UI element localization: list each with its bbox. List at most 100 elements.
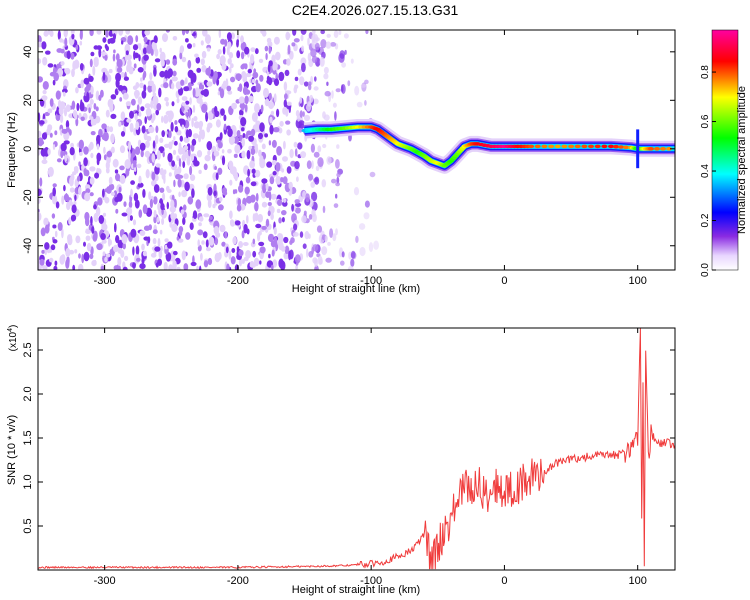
noise-blob [233, 153, 238, 158]
noise-blob [300, 151, 307, 159]
noise-blob [116, 192, 123, 202]
track-peak [601, 144, 608, 149]
noise-blob [90, 51, 95, 57]
noise-blob [101, 239, 107, 244]
noise-blob [252, 238, 256, 245]
noise-blob [187, 196, 194, 205]
noise-blob [266, 161, 273, 168]
noise-blob [110, 133, 115, 144]
noise-blob [38, 211, 42, 222]
noise-blob [74, 166, 79, 174]
noise-blob [207, 186, 213, 196]
noise-blob [42, 89, 47, 95]
noise-blob [78, 253, 81, 259]
noise-blob [247, 168, 251, 177]
track-peak [548, 144, 555, 149]
noise-blob [142, 188, 146, 198]
track-peak [574, 144, 581, 149]
noise-blob [60, 48, 65, 54]
snr-x-label: Height of straight line (km) [292, 584, 420, 596]
noise-blob [129, 122, 134, 133]
noise-blob [155, 262, 159, 268]
noise-blob [268, 253, 271, 259]
noise-blob [236, 50, 241, 59]
noise-blob [171, 76, 178, 82]
noise-blob [167, 110, 174, 121]
noise-blob [241, 150, 246, 159]
noise-blob [76, 102, 80, 112]
noise-blob [322, 205, 326, 214]
noise-blob [267, 202, 272, 206]
noise-blob [129, 110, 134, 119]
noise-blob [104, 54, 108, 61]
noise-blob [241, 230, 245, 239]
noise-blob [203, 213, 210, 218]
noise-blob [168, 172, 172, 177]
noise-blob [166, 241, 173, 249]
noise-blob [341, 84, 346, 94]
noise-blob [140, 149, 144, 158]
noise-blob [51, 213, 56, 219]
noise-blob [307, 37, 310, 47]
noise-blob [43, 217, 49, 226]
spectrogram-signal-track [301, 119, 675, 174]
noise-blob [325, 257, 332, 263]
noise-blob [185, 30, 190, 34]
noise-blob [79, 63, 84, 71]
noise-blob [228, 135, 235, 145]
noise-blob [89, 141, 94, 150]
noise-blob [187, 59, 192, 69]
noise-blob [311, 55, 318, 64]
noise-blob [313, 86, 319, 91]
noise-blob [236, 246, 240, 253]
noise-blob [153, 196, 158, 205]
noise-blob [63, 193, 69, 202]
noise-blob [329, 228, 334, 239]
noise-blob [273, 93, 277, 103]
noise-blob [161, 115, 164, 123]
noise-blob [220, 108, 225, 116]
y-tick-label: -20 [22, 189, 34, 205]
noise-blob [223, 114, 227, 122]
noise-blob [49, 257, 54, 263]
noise-blob [238, 249, 244, 257]
noise-blob [310, 181, 316, 188]
noise-blob [109, 126, 114, 133]
noise-blob [267, 210, 271, 217]
noise-blob [270, 193, 277, 200]
noise-blob [90, 216, 93, 226]
noise-blob [44, 242, 50, 250]
noise-blob [195, 199, 202, 210]
noise-blob [178, 158, 182, 168]
noise-blob [124, 43, 131, 54]
noise-blob [255, 192, 259, 202]
noise-blob [62, 91, 66, 97]
noise-blob [213, 70, 218, 80]
noise-blob [83, 77, 90, 85]
noise-blob [192, 104, 196, 113]
noise-blob [195, 56, 201, 64]
noise-blob [267, 233, 275, 243]
noise-blob [229, 66, 232, 74]
noise-blob [74, 249, 78, 254]
noise-blob [226, 263, 230, 270]
noise-blob [100, 265, 105, 270]
snr-y-label: SNR (10 * v/v) [6, 415, 18, 485]
noise-blob [130, 180, 136, 185]
noise-blob [178, 191, 181, 198]
noise-blob [202, 231, 208, 239]
noise-blob [41, 41, 47, 50]
noise-blob [130, 188, 133, 198]
noise-blob [294, 161, 300, 170]
noise-blob [162, 192, 166, 201]
noise-blob [180, 79, 185, 86]
noise-blob [314, 76, 317, 82]
noise-blob [269, 41, 273, 47]
noise-blob [132, 246, 135, 256]
noise-blob [152, 237, 157, 245]
noise-blob [202, 30, 208, 37]
noise-blob [113, 49, 116, 54]
noise-blob [273, 127, 280, 133]
noise-blob [64, 30, 68, 36]
noise-blob [85, 217, 90, 227]
